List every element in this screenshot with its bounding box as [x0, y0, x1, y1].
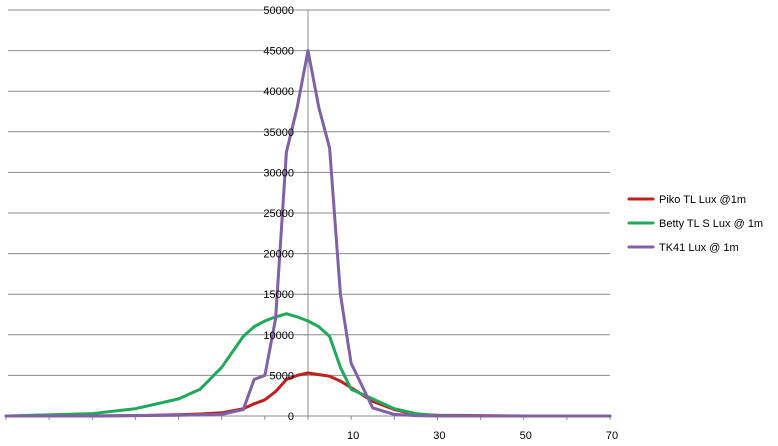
legend-label-3: TK41 Lux @ 1m	[659, 242, 739, 254]
y-tick-label: 30000	[263, 167, 294, 179]
x-tick-label: 30	[433, 430, 445, 442]
y-tick-label: 10000	[263, 330, 294, 342]
y-tick-label: 45000	[263, 46, 294, 58]
y-tick-label: 20000	[263, 249, 294, 261]
y-tick-label: 0	[288, 411, 294, 423]
y-tick-label: 50000	[263, 5, 294, 17]
y-tick-labels: 0 5000 10000 15000 20000 25000 30000 35000 40000…	[263, 5, 294, 423]
legend-label-1: Piko TL Lux @1m	[659, 194, 746, 206]
x-tick-label: 50	[520, 430, 532, 442]
x-tick-label: 70	[606, 430, 618, 442]
x-tick-labels: 10 30 50 70	[347, 430, 618, 442]
y-tick-label: 5000	[270, 370, 294, 382]
axes	[5, 9, 611, 420]
y-tick-label: 35000	[263, 127, 294, 139]
series-lines	[4, 49, 612, 418]
legend: Piko TL Lux @1m Betty TL S Lux @ 1m TK41 L…	[627, 194, 763, 254]
legend-label-2: Betty TL S Lux @ 1m	[659, 218, 763, 230]
y-tick-label: 15000	[263, 289, 294, 301]
y-tick-label: 25000	[263, 208, 294, 220]
series-line-2	[4, 312, 612, 418]
y-tick-label: 40000	[263, 86, 294, 98]
x-tick-label: 10	[347, 430, 359, 442]
series-line-3	[4, 49, 612, 418]
